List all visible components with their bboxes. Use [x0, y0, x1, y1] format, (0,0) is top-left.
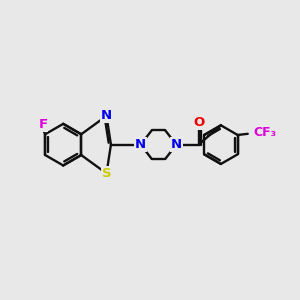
Text: N: N — [135, 138, 146, 151]
Text: N: N — [171, 138, 182, 151]
Text: O: O — [193, 116, 205, 129]
Text: CF₃: CF₃ — [253, 126, 276, 140]
Text: S: S — [102, 167, 111, 180]
Text: N: N — [101, 109, 112, 122]
Text: F: F — [38, 118, 47, 131]
